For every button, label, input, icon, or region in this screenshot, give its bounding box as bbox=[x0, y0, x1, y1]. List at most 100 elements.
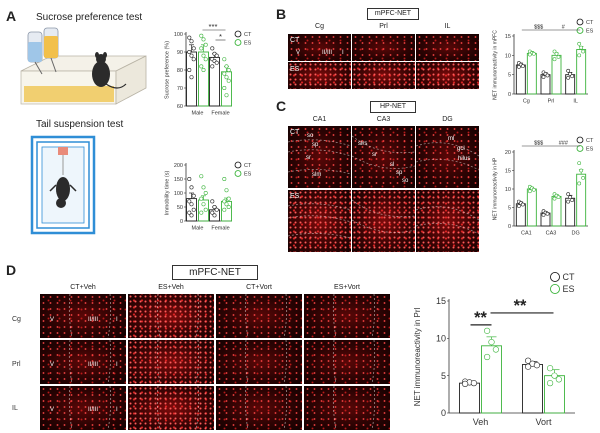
micrograph-c-es-ca3 bbox=[352, 190, 415, 252]
data-point bbox=[187, 67, 192, 72]
immobility-chart: 0 50 100 150 200 Immobility time (s) Male Femal… bbox=[164, 161, 252, 232]
hanging-mouse-icon bbox=[49, 177, 77, 208]
data-point bbox=[189, 202, 194, 207]
micrograph-b-ct-cg bbox=[288, 34, 351, 61]
data-point bbox=[201, 202, 206, 207]
c-col-ca1: CA1 bbox=[312, 116, 327, 123]
net-mpfc-chart: 0 5 10 15 NET immunoreactivity in mPFC Cg Prl I… bbox=[492, 18, 594, 105]
b-row-ct: CT bbox=[290, 37, 300, 44]
legend-marker-es bbox=[576, 27, 584, 34]
y-tick-label: 20 bbox=[505, 150, 511, 156]
bar-es bbox=[551, 54, 562, 95]
data-point bbox=[566, 75, 571, 80]
data-point bbox=[541, 213, 546, 217]
sig-label: ** bbox=[474, 309, 487, 327]
data-point bbox=[570, 74, 575, 79]
y-tick-label: 15 bbox=[436, 296, 446, 306]
data-point bbox=[520, 64, 525, 69]
data-point bbox=[222, 207, 227, 212]
micrograph-c-ct-ca1 bbox=[288, 126, 351, 188]
data-point bbox=[524, 363, 532, 370]
data-point bbox=[191, 207, 196, 212]
c-row-es: ES bbox=[290, 193, 300, 200]
x-tick-label: Cg bbox=[523, 99, 530, 105]
data-point bbox=[203, 57, 208, 62]
data-point bbox=[214, 207, 219, 212]
data-point bbox=[552, 57, 557, 62]
data-point bbox=[201, 53, 206, 58]
d-inset-i-cg: I bbox=[116, 317, 118, 323]
x-tick-label: Male bbox=[192, 226, 204, 232]
data-point bbox=[222, 199, 227, 204]
y-tick-label: 100 bbox=[174, 191, 183, 197]
sucrose-test-title: Sucrose preference test bbox=[36, 12, 143, 23]
data-point bbox=[199, 46, 204, 51]
data-point bbox=[191, 46, 196, 51]
micrograph-d-ct-veh-il bbox=[40, 386, 126, 430]
panel-letter-b: B bbox=[276, 6, 287, 22]
c-inset-sp: sp bbox=[312, 142, 319, 148]
data-point bbox=[191, 57, 196, 62]
data-point bbox=[224, 64, 229, 69]
data-point bbox=[212, 204, 217, 209]
sig-label: ### bbox=[559, 141, 569, 147]
bar-es bbox=[544, 375, 565, 414]
data-point bbox=[212, 213, 217, 218]
data-point bbox=[199, 196, 204, 201]
data-point bbox=[556, 54, 561, 59]
micrograph-c-es-dg bbox=[416, 190, 479, 252]
d-col-es-veh: ES+Veh bbox=[158, 284, 184, 291]
bar-ct bbox=[522, 364, 543, 414]
legend-label-ct: CT bbox=[563, 272, 575, 282]
x-tick-label: Female bbox=[211, 111, 229, 117]
micrograph-b-es-il bbox=[416, 62, 479, 89]
micrograph-d-ct-vort-il bbox=[216, 386, 302, 430]
micrograph-c-es-ca1 bbox=[288, 190, 351, 252]
bar-es bbox=[551, 195, 562, 227]
x-tick-label: IL bbox=[573, 99, 578, 105]
legend-label-ct: CT bbox=[244, 163, 252, 169]
b-inset-ii-iii: II/III bbox=[322, 50, 333, 56]
b-inset-i: I bbox=[342, 50, 344, 56]
bar-ct bbox=[459, 382, 480, 414]
tail-suspension-illustration bbox=[30, 135, 96, 235]
data-point bbox=[577, 41, 582, 46]
b-inset-v: V bbox=[296, 50, 301, 56]
c-row-ct: CT bbox=[290, 129, 300, 136]
c-inset-sp-ca3: sp bbox=[396, 170, 403, 176]
data-point bbox=[210, 210, 215, 215]
data-point bbox=[187, 49, 192, 54]
d-inset-i-il: I bbox=[116, 407, 118, 413]
c-col-ca3: CA3 bbox=[376, 116, 391, 123]
y-axis-label: NET immunoreactivity in mPFC bbox=[492, 30, 498, 100]
data-point bbox=[201, 185, 206, 190]
data-point bbox=[189, 53, 194, 58]
micrograph-b-es-prl bbox=[352, 62, 415, 89]
data-point bbox=[201, 67, 206, 72]
c-inset-hilus: hilus bbox=[458, 156, 471, 162]
bottle-icon bbox=[27, 27, 59, 75]
legend-label-es: ES bbox=[586, 28, 594, 34]
data-point bbox=[520, 202, 525, 207]
c-col-dg: DG bbox=[442, 116, 453, 123]
y-tick-label: 0 bbox=[508, 224, 511, 230]
x-tick-label: DG bbox=[572, 231, 580, 237]
micrograph-b-ct-prl bbox=[352, 34, 415, 61]
b-row-es: ES bbox=[290, 66, 300, 73]
sig-label: $$$ bbox=[534, 141, 543, 147]
data-point bbox=[547, 380, 554, 387]
data-point bbox=[516, 204, 521, 208]
d-row-il: IL bbox=[12, 405, 18, 412]
data-point bbox=[226, 67, 231, 72]
mouse-icon bbox=[92, 52, 127, 89]
bar-ct bbox=[209, 209, 220, 222]
data-point bbox=[527, 52, 532, 57]
data-point bbox=[531, 187, 536, 192]
net-prl-chart: 0 5 10 15 NET immunoreactivity in Prl Veh Vort… bbox=[413, 271, 575, 427]
data-point bbox=[222, 86, 227, 91]
data-point bbox=[214, 53, 219, 58]
micrograph-d-es-vort-cg bbox=[304, 294, 390, 338]
d-col-ct-veh: CT+Veh bbox=[70, 284, 96, 291]
bar-ct bbox=[186, 198, 197, 222]
data-point bbox=[554, 51, 559, 56]
